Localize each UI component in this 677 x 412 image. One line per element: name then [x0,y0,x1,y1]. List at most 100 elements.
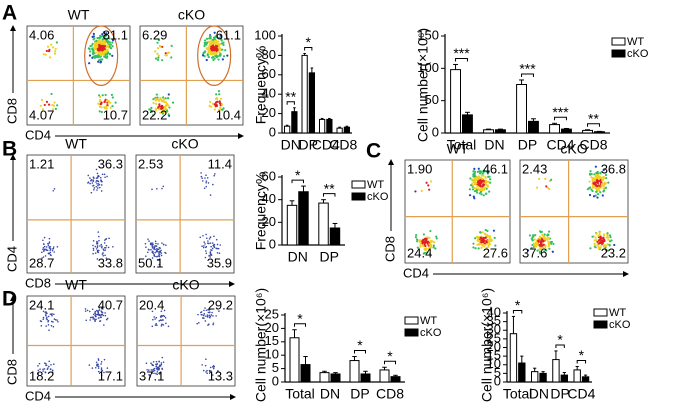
event-dot [468,188,472,191]
event-dot [92,180,95,183]
event-dot [158,103,161,106]
event-dot [481,239,484,243]
event-dot [207,242,209,245]
panel-letter: B [2,138,17,161]
event-dot [94,245,97,248]
y-tick-label: 25 [487,330,501,345]
event-dot [154,107,157,110]
event-dot [41,251,43,254]
event-dot [205,250,207,252]
event-dot [154,57,158,60]
legend-label: cKO [367,191,389,203]
event-dot [594,165,597,168]
event-dot [96,36,99,40]
event-dot [101,38,104,41]
event-dot [97,183,100,185]
event-dot [44,53,47,56]
event-dot [214,46,218,50]
event-dot [598,233,601,236]
event-dot [53,318,56,320]
event-dot [528,234,532,237]
event-dot [155,102,158,105]
event-dot [46,45,50,48]
event-dot [217,370,219,372]
event-dot [210,245,212,248]
event-dot [492,229,496,232]
event-dot [165,322,167,325]
event-dot [605,176,608,180]
event-dot [213,37,216,41]
event-dot [596,170,599,174]
event-dot [94,312,97,315]
event-dot [594,186,597,189]
event-dot [530,246,533,249]
event-dot [209,251,212,253]
event-dot [589,170,592,173]
event-dot [44,311,46,314]
event-dot [49,246,52,248]
event-dot [155,93,158,96]
event-dot [532,234,535,237]
event-dot [208,238,211,240]
event-dot [222,41,225,44]
event-dot [41,257,43,259]
event-dot [534,233,537,237]
event-dot [479,236,482,240]
event-dot [202,180,204,182]
event-dot [200,172,202,174]
event-dot [48,237,51,240]
y-tick-label: 20 [265,320,279,335]
quadrant-percent: 33.8 [98,255,123,270]
event-dot [167,113,170,116]
event-dot [546,236,550,239]
event-dot [212,365,214,368]
event-dot [101,245,103,248]
bar [516,84,527,134]
event-dot [37,369,40,372]
event-dot [469,177,472,180]
event-dot [217,43,220,46]
event-dot [164,317,167,319]
event-dot [152,98,155,101]
event-dot [607,181,610,184]
event-dot [428,188,431,191]
event-dot [595,185,599,188]
quadrant-percent: 11.4 [208,156,232,171]
event-dot [476,237,480,240]
event-dot [482,187,485,190]
event-dot [600,244,603,247]
event-dot [481,231,484,234]
event-dot [152,114,155,117]
legend-swatch [611,37,626,46]
event-dot [165,244,167,246]
event-dot [597,234,600,237]
plot-frame [26,154,126,274]
event-dot [88,310,91,313]
event-dot [205,180,208,182]
significance-label: ** [588,110,599,126]
event-dot [52,108,55,111]
significance-label: ** [285,88,296,104]
event-dot [153,369,156,372]
bar [318,202,329,246]
event-dot [43,236,46,239]
event-dot [211,102,215,105]
event-dot [103,371,105,374]
quadrant-percent: 2.43 [522,161,547,176]
significance-bracket [291,179,304,184]
event-dot [435,235,438,238]
event-dot [540,237,543,240]
event-dot [47,319,50,322]
event-dot [196,322,198,325]
event-dot [208,309,210,311]
event-dot [202,51,205,55]
event-dot [105,32,108,35]
event-dot [204,50,207,53]
y-tick-label: 40 [487,304,501,319]
event-dot [541,233,544,237]
event-dot [486,229,489,233]
event-dot [57,320,59,323]
event-dot [150,242,153,245]
event-dot [106,48,109,52]
event-dot [166,51,169,55]
